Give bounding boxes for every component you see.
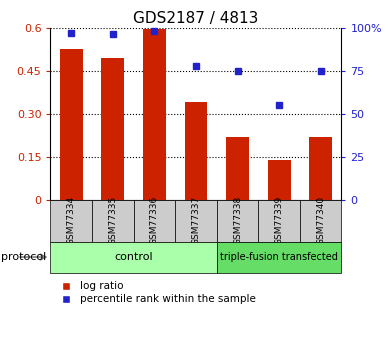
Bar <box>258 200 300 242</box>
Bar <box>175 200 217 242</box>
Text: GSM77335: GSM77335 <box>108 196 117 245</box>
Bar <box>217 241 341 273</box>
Bar <box>226 137 249 200</box>
Title: GDS2187 / 4813: GDS2187 / 4813 <box>133 11 259 27</box>
Bar <box>50 241 217 273</box>
Bar <box>101 58 124 200</box>
Text: GSM77338: GSM77338 <box>233 196 242 245</box>
Text: GSM77340: GSM77340 <box>316 196 325 245</box>
Bar <box>143 29 166 200</box>
Text: GSM77337: GSM77337 <box>191 196 201 245</box>
Bar <box>185 102 207 200</box>
Text: GSM77336: GSM77336 <box>150 196 159 245</box>
Bar <box>133 200 175 242</box>
Text: control: control <box>114 252 153 262</box>
Legend: log ratio, percentile rank within the sample: log ratio, percentile rank within the sa… <box>55 281 255 304</box>
Bar <box>217 200 258 242</box>
Text: protocol: protocol <box>1 252 47 262</box>
Bar <box>268 160 291 200</box>
Text: GSM77339: GSM77339 <box>275 196 284 245</box>
Bar <box>60 49 83 200</box>
Bar <box>300 200 341 242</box>
Bar <box>50 200 92 242</box>
Text: triple-fusion transfected: triple-fusion transfected <box>220 252 338 262</box>
Text: GSM77334: GSM77334 <box>67 196 76 245</box>
Bar <box>92 200 133 242</box>
Bar <box>309 137 332 200</box>
